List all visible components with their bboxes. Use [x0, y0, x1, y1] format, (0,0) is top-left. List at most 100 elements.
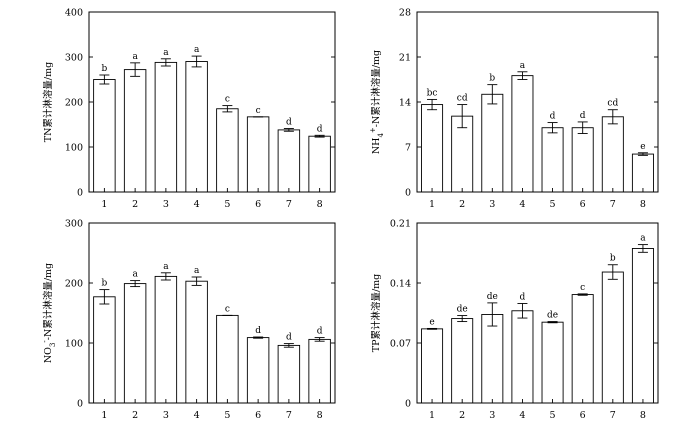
y-axis-title: TP累计淋溶量/mg	[370, 274, 382, 353]
bar	[154, 61, 178, 193]
tn-chart: 0 100 200 300 400 b 1 a 2 a 3 a 4 c 5 c 6 d 7 d 8 TN累计淋溶量/mg	[42, 7, 336, 210]
bar	[277, 344, 301, 404]
significance-label: b	[610, 254, 616, 264]
x-tick-label: 2	[459, 410, 465, 421]
x-tick-label: 7	[610, 199, 616, 210]
significance-label: d	[317, 124, 323, 134]
y-axis-title-rest: -N累计淋溶量/mg	[370, 50, 382, 127]
y-tick-label: 28	[399, 7, 411, 18]
bar	[421, 104, 444, 193]
x-tick-label: 5	[224, 199, 230, 210]
x-tick-label: 4	[194, 410, 200, 421]
significance-label: b	[489, 74, 495, 84]
x-tick-label: 8	[640, 199, 646, 210]
x-tick-label: 1	[101, 199, 107, 210]
bar	[123, 283, 147, 404]
plot-frame	[416, 222, 659, 404]
x-tick-label: 3	[163, 199, 169, 210]
significance-label: c	[225, 95, 230, 105]
plot-frame	[416, 11, 659, 193]
x-tick-label: 1	[101, 410, 107, 421]
bar	[571, 294, 594, 404]
x-tick-label: 4	[519, 199, 525, 210]
bar	[246, 116, 270, 193]
plot-frame	[88, 11, 336, 193]
y-tick-label: 100	[65, 338, 83, 349]
significance-label: a	[132, 52, 138, 62]
significance-label: d	[580, 111, 586, 121]
y-tick-label: 400	[65, 7, 83, 18]
bar	[185, 61, 208, 193]
bar	[421, 328, 444, 404]
x-tick-label: 8	[317, 199, 323, 210]
y-tick-label: 0.14	[390, 278, 411, 289]
significance-label: e	[429, 317, 434, 327]
significance-label: e	[640, 142, 645, 152]
bar	[277, 129, 301, 193]
y-tick-label: 21	[399, 52, 411, 63]
bar	[93, 296, 116, 404]
y-axis-title-main: NH	[371, 138, 382, 155]
x-tick-label: 1	[429, 199, 435, 210]
x-tick-label: 7	[286, 410, 292, 421]
x-tick-label: 8	[640, 410, 646, 421]
significance-label: a	[132, 270, 138, 280]
significance-label: de	[547, 311, 558, 321]
y-tick-label: 300	[65, 52, 83, 63]
x-tick-label: 3	[489, 410, 495, 421]
bar	[511, 310, 534, 404]
significance-label: d	[520, 292, 526, 302]
bar	[481, 93, 504, 193]
y-axis-title: NH4+-N累计淋溶量/mg	[369, 50, 385, 154]
significance-label: c	[256, 106, 261, 116]
bar	[185, 280, 208, 404]
y-tick-label: 7	[405, 142, 411, 153]
bar	[216, 314, 239, 404]
significance-label: a	[520, 61, 526, 71]
x-tick-label: 6	[580, 199, 586, 210]
x-tick-label: 2	[459, 199, 465, 210]
significance-label: cd	[457, 94, 468, 104]
bar	[631, 248, 654, 404]
significance-label: d	[317, 327, 323, 337]
x-tick-label: 3	[163, 410, 169, 421]
y-tick-label: 0	[405, 398, 411, 409]
x-tick-label: 5	[224, 410, 230, 421]
y-axis-title-rest: -N累计淋溶量/mg	[42, 263, 54, 340]
significance-label: b	[101, 279, 107, 289]
bar	[571, 127, 594, 193]
significance-label: d	[550, 112, 556, 122]
y-axis-title-superscript: +	[369, 127, 377, 133]
significance-label: a	[640, 234, 646, 244]
nh4-chart: 07142128bc1cd2b3a4d5d6cd7e8NH4+-N累计淋溶量/m…	[369, 7, 659, 210]
y-axis-title-subscript: 4	[377, 133, 385, 138]
significance-label: de	[487, 292, 498, 302]
bar	[601, 271, 624, 404]
bar	[154, 275, 178, 404]
bar	[451, 318, 474, 404]
x-tick-label: 2	[132, 410, 138, 421]
y-tick-label: 0.07	[390, 338, 411, 349]
x-tick-label: 6	[255, 410, 261, 421]
significance-label: a	[163, 48, 169, 58]
bar	[93, 79, 116, 193]
x-tick-label: 6	[255, 199, 261, 210]
y-tick-label: 200	[65, 97, 83, 108]
bar	[123, 69, 147, 193]
bar	[308, 135, 331, 193]
x-tick-label: 1	[429, 410, 435, 421]
significance-label: d	[286, 333, 292, 343]
plot-frame	[88, 222, 336, 404]
bar	[481, 314, 504, 404]
significance-label: d	[255, 326, 261, 336]
x-tick-label: 7	[286, 199, 292, 210]
significance-label: a	[163, 262, 169, 272]
y-tick-label: 0.21	[390, 218, 411, 229]
y-tick-label: 0	[77, 187, 83, 198]
y-axis-title-main: NO	[43, 347, 54, 363]
y-tick-label: 0	[405, 187, 411, 198]
x-tick-label: 5	[550, 199, 556, 210]
x-tick-label: 2	[132, 199, 138, 210]
